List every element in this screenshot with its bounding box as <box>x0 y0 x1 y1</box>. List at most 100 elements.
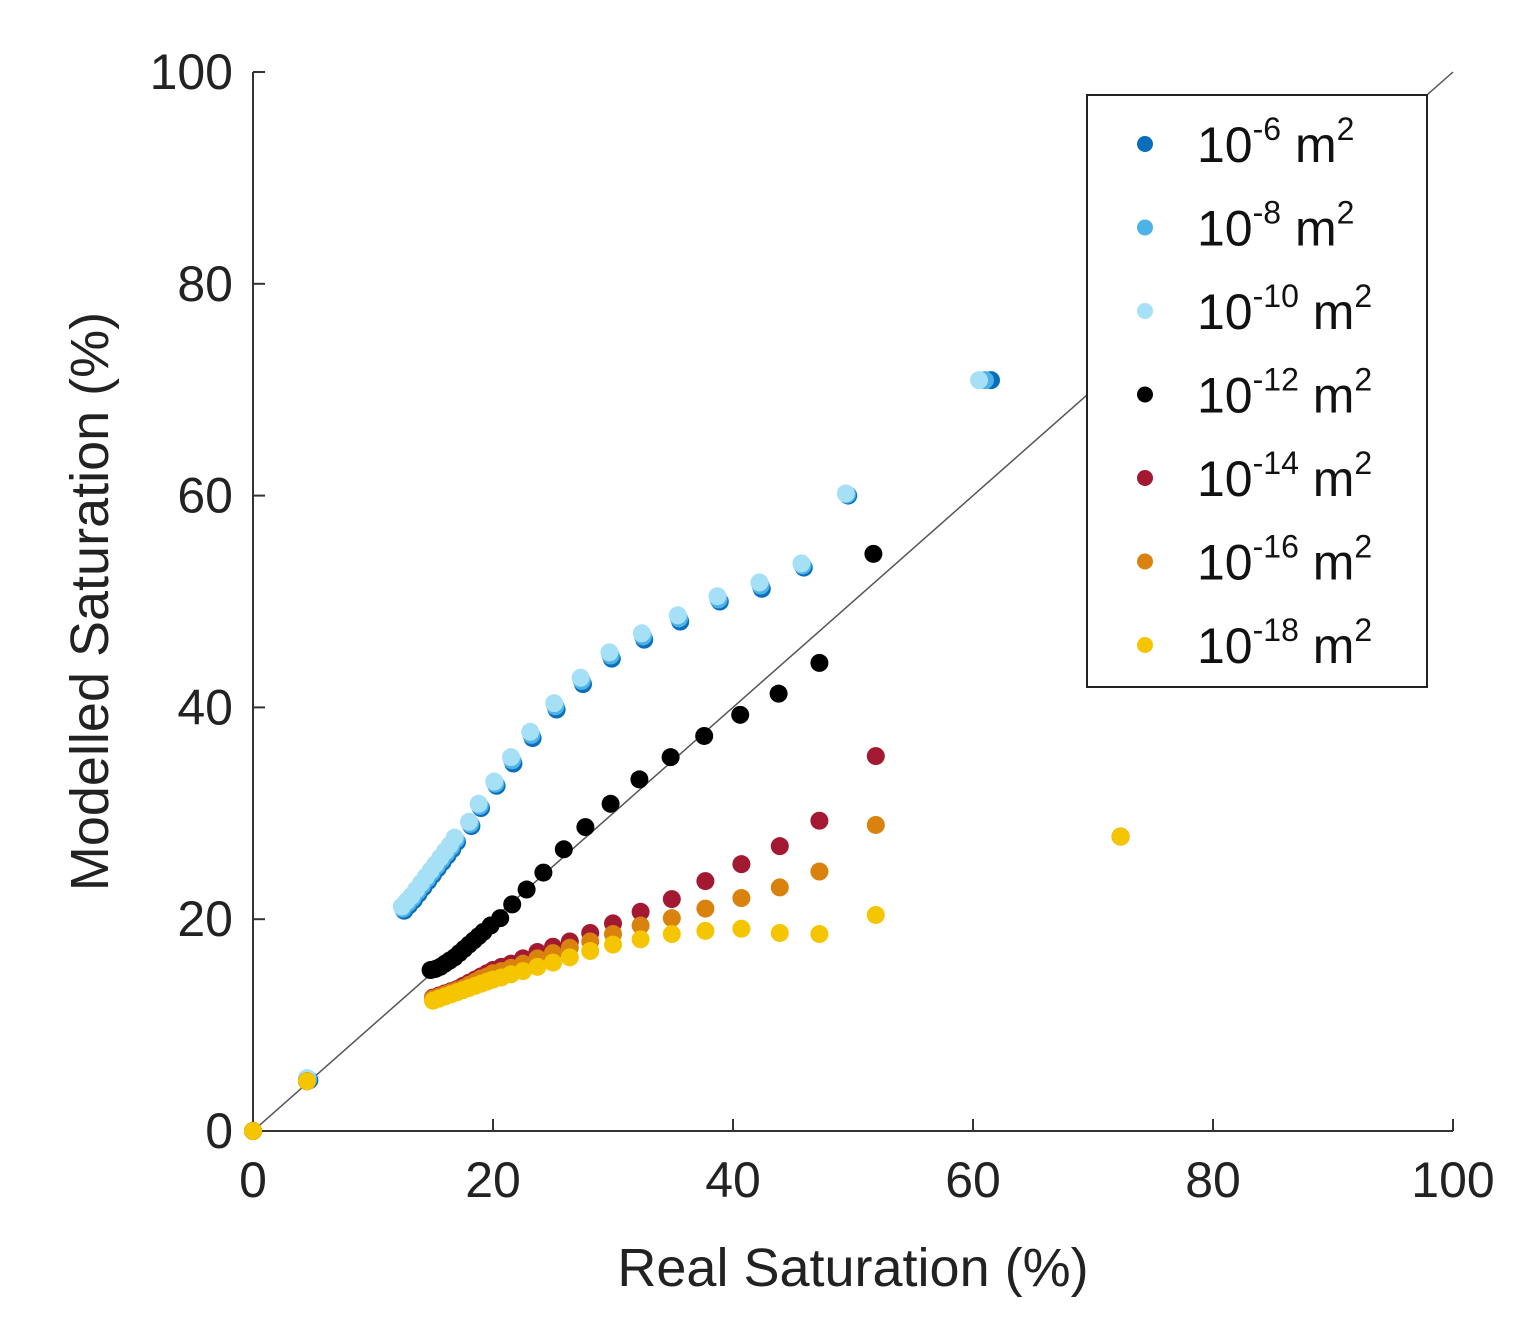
legend-label: 10-16 m2 <box>1197 529 1372 591</box>
legend-label-exponent: -14 <box>1253 445 1299 481</box>
data-point <box>485 772 504 791</box>
data-point <box>544 953 562 972</box>
data-point <box>864 544 883 563</box>
data-point <box>769 684 788 703</box>
data-point <box>866 815 885 834</box>
data-point <box>631 930 650 949</box>
x-tick-label: 60 <box>945 1152 1001 1208</box>
y-tick-label: 60 <box>177 468 233 524</box>
legend-label-unit-exp: 2 <box>1337 195 1355 231</box>
data-point <box>970 371 988 390</box>
legend-label-unit-exp: 2 <box>1354 445 1372 481</box>
legend-marker <box>1137 470 1153 486</box>
legend-label: 10-12 m2 <box>1197 362 1372 424</box>
legend-label-unit: m <box>1281 201 1337 257</box>
legend-item: 10-16 m2 <box>1137 529 1372 591</box>
legend-item: 10-18 m2 <box>1137 612 1372 674</box>
legend-marker <box>1137 637 1153 653</box>
data-point <box>502 748 520 767</box>
x-tick-label: 40 <box>705 1152 761 1208</box>
legend-label-base: 10 <box>1197 201 1253 257</box>
legend-label-unit-exp: 2 <box>1354 529 1372 565</box>
data-point <box>576 818 595 837</box>
data-point <box>571 668 590 687</box>
data-point <box>244 1122 262 1140</box>
legend-marker <box>1137 303 1153 319</box>
legend-label-base: 10 <box>1197 451 1253 507</box>
x-tick-label: 20 <box>465 1152 521 1208</box>
data-point <box>696 899 715 918</box>
legend-item: 10-12 m2 <box>1137 362 1372 424</box>
legend-label-base: 10 <box>1197 618 1253 674</box>
data-point <box>631 916 650 935</box>
data-point <box>662 890 681 909</box>
data-point <box>298 1072 316 1091</box>
legend-label-exponent: -8 <box>1253 195 1281 231</box>
data-point <box>534 863 553 882</box>
data-point <box>528 957 547 976</box>
data-point <box>732 855 751 874</box>
data-point <box>560 948 579 967</box>
data-point <box>732 919 751 938</box>
data-point <box>810 862 829 881</box>
legend-label-unit: m <box>1299 535 1355 591</box>
data-point <box>792 554 811 573</box>
data-point <box>770 923 789 942</box>
y-tick-label: 20 <box>177 891 233 947</box>
data-point <box>770 878 789 897</box>
data-point <box>695 726 714 745</box>
x-tick-label: 80 <box>1185 1152 1241 1208</box>
legend-label-unit: m <box>1299 284 1355 340</box>
legend-item: 10-10 m2 <box>1137 278 1372 340</box>
data-point <box>662 925 681 944</box>
data-point <box>668 606 687 625</box>
data-point <box>469 794 488 813</box>
data-point <box>632 624 651 643</box>
legend-label-base: 10 <box>1197 117 1253 173</box>
series-neg6 <box>244 371 1000 1140</box>
legend-label: 10-18 m2 <box>1197 612 1372 674</box>
legend-label-unit: m <box>1281 117 1337 173</box>
data-point <box>604 935 622 954</box>
series-neg16 <box>244 815 1130 1140</box>
axes: 0 20 40 60 80 100 0 20 40 60 80 100 <box>150 44 1495 1208</box>
data-point <box>460 812 478 831</box>
legend-label: 10-14 m2 <box>1197 445 1372 507</box>
legend-label-unit: m <box>1299 618 1355 674</box>
legend-label-unit-exp: 2 <box>1337 111 1355 147</box>
data-point <box>662 909 681 928</box>
data-point <box>503 895 522 914</box>
data-point <box>731 705 750 724</box>
legend-label-base: 10 <box>1197 368 1253 424</box>
legend-label-base: 10 <box>1197 284 1253 340</box>
data-point <box>696 872 715 891</box>
legend-label: 10-8 m2 <box>1197 195 1354 257</box>
legend-label-exponent: -12 <box>1253 362 1299 398</box>
data-point <box>1111 827 1130 846</box>
y-tick-label: 0 <box>205 1103 233 1159</box>
data-point <box>554 840 573 859</box>
series-neg14 <box>244 747 1130 1140</box>
data-point <box>445 828 464 847</box>
x-axis-label: Real Saturation (%) <box>617 1238 1088 1298</box>
data-point <box>630 770 649 789</box>
legend-marker <box>1137 219 1153 236</box>
data-point <box>514 962 532 981</box>
data-point <box>631 902 650 921</box>
legend-label-unit-exp: 2 <box>1354 362 1372 398</box>
data-point <box>732 889 751 908</box>
y-tick-label: 40 <box>177 679 233 735</box>
data-point <box>517 880 536 899</box>
data-point <box>750 573 769 592</box>
legend-label-exponent: -16 <box>1253 529 1299 565</box>
data-point <box>581 941 600 960</box>
legend-item: 10-6 m2 <box>1137 111 1354 173</box>
series-neg18 <box>244 827 1130 1140</box>
data-point <box>545 694 564 713</box>
data-point <box>836 484 855 503</box>
legend-item: 10-8 m2 <box>1137 195 1354 257</box>
data-point <box>491 909 510 928</box>
x-tick-label: 100 <box>1411 1152 1494 1208</box>
